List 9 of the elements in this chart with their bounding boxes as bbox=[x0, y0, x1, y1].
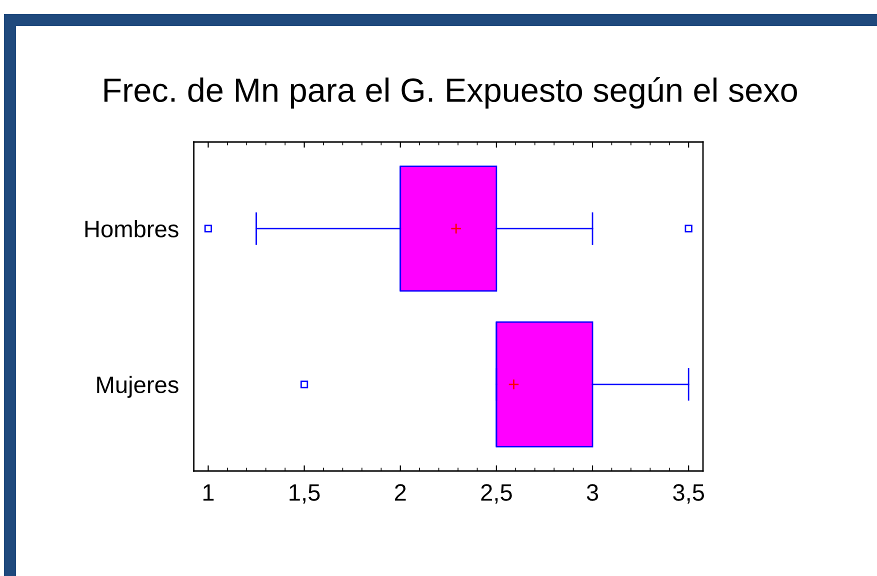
x-tick-label: 3,5 bbox=[673, 484, 704, 504]
x-tick-label: 2 bbox=[394, 484, 406, 501]
chart-title: Frec. de Mn para el G. Expuesto según el sexo bbox=[104, 77, 797, 109]
x-tick-label: 1,5 bbox=[290, 484, 320, 504]
y-tick-label: Mujeres bbox=[97, 376, 178, 398]
x-tick-label: 3 bbox=[586, 484, 598, 501]
x-tick-label: 1 bbox=[203, 484, 214, 501]
y-tick-label: Hombres bbox=[85, 220, 178, 238]
x-tick-label: 2,5 bbox=[481, 484, 512, 504]
